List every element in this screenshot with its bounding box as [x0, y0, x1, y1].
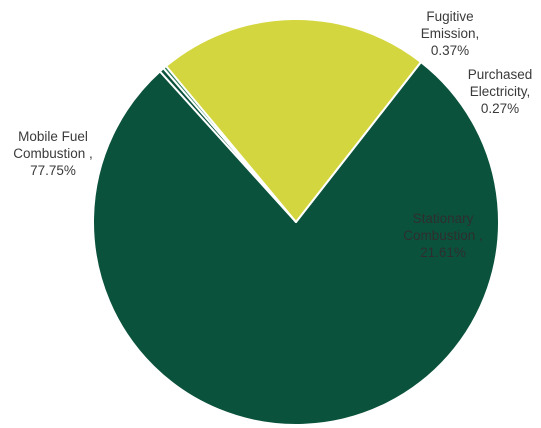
slice-label-line: Mobile Fuel: [18, 129, 88, 144]
slice-label-line: 21.61%: [420, 245, 466, 260]
slice-label-line: 77.75%: [30, 163, 76, 178]
slice-label-stationary-combustion: Stationary Combustion , 21.61%: [388, 210, 498, 261]
pie-slice-stationary-combustion: [165, 18, 422, 223]
slice-label-line: 0.27%: [480, 101, 520, 116]
pie-slice-mobile-fuel-combustion: [92, 61, 500, 426]
slice-label-line: Combustion ,: [403, 228, 483, 243]
slice-label-line: Stationary: [412, 211, 474, 226]
slice-label-line: Combustion ,: [13, 146, 93, 161]
slice-label-line: Purchased: [467, 67, 533, 82]
slice-label-line: Emission,: [420, 26, 480, 41]
slice-label-purchased-electricity: Purchased Electricity, 0.27%: [460, 66, 540, 117]
slice-label-fugitive-emission: Fugitive Emission, 0.37%: [408, 8, 492, 59]
slice-label-line: Fugitive: [426, 9, 474, 24]
slice-label-mobile-fuel-combustion: Mobile Fuel Combustion , 77.75%: [0, 128, 106, 179]
slice-label-line: Electricity,: [469, 84, 531, 99]
slice-label-line: 0.37%: [430, 43, 470, 58]
